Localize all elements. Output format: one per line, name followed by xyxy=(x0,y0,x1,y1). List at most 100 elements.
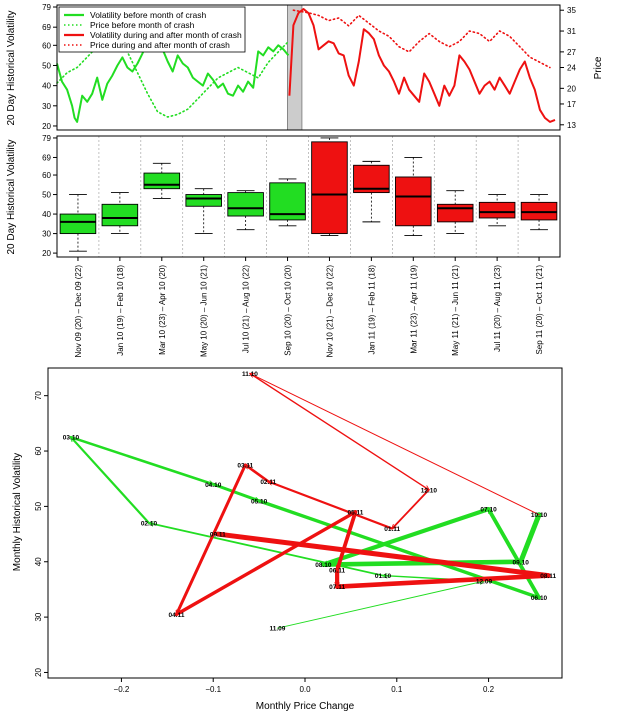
arrow-0-9 xyxy=(321,562,523,567)
arrow-0-5 xyxy=(211,482,261,503)
box-body-6 xyxy=(311,141,348,235)
point-label-7: 06.10 xyxy=(531,595,548,602)
boxplot-xtick-label-11: Sep 11 (20) – Oct 11 (21) xyxy=(535,265,544,355)
point-label-4: 03.10 xyxy=(63,435,80,442)
legend-label-vol-after: Volatility during and after month of cra… xyxy=(90,30,242,40)
arrow-1-5 xyxy=(175,463,247,616)
y2tick-label-3: 24 xyxy=(567,64,576,73)
point-label-1: 12.09 xyxy=(476,579,493,586)
point-label-20: 07.11 xyxy=(329,584,345,591)
boxplot-xtick-label-6: Nov 10 (21) – Dec 10 (22) xyxy=(325,265,334,358)
point-label-5: 04.10 xyxy=(205,482,222,489)
boxplot-xtick-label-2: Mar 10 (23) – Apr 10 (20) xyxy=(158,265,167,355)
legend-label-price-before: Price before month of crash xyxy=(90,20,195,30)
y2tick-label-5: 31 xyxy=(567,27,576,36)
arrow-0-3 xyxy=(69,437,151,525)
box-body-3 xyxy=(185,194,222,207)
boxplot-panel: 20 30 40 50 60 69 79 Nov 09 (20) – Dec 09 (22)… xyxy=(6,134,561,358)
arrow-0-4 xyxy=(69,435,215,484)
point-label-19: 06.11 xyxy=(329,568,345,575)
box-body-0 xyxy=(59,213,97,235)
scatter-ytick-label-1: 30 xyxy=(34,612,43,621)
scatter-ytick-label-0: 20 xyxy=(34,667,43,676)
arrow-1-3 xyxy=(268,481,394,530)
ytick-label-4: 60 xyxy=(42,41,51,50)
line-chart-legend: Volatility before month of crash Price b… xyxy=(58,6,246,53)
point-label-22: 09.11 xyxy=(210,532,226,539)
scatter-ytick-label-4: 60 xyxy=(34,446,43,455)
scatter-xtick-label-3: 0.1 xyxy=(391,685,403,694)
ytick-label-1: 30 xyxy=(42,102,51,111)
box-body-9 xyxy=(436,203,474,223)
legend-label-vol-before: Volatility before month of crash xyxy=(90,10,207,20)
boxplot-xtick-label-5: Sep 10 (20) – Oct 10 (20) xyxy=(284,265,293,356)
boxplot-xtick-label-3: May 10 (20) – Jun 10 (21) xyxy=(200,265,209,357)
boxplot-xtick-label-1: Jan 10 (19) – Feb 10 (18) xyxy=(116,265,125,356)
box-body-1 xyxy=(101,203,139,227)
y2tick-label-1: 17 xyxy=(567,100,576,109)
arrow-1-1 xyxy=(249,372,429,490)
arrow-0-10 xyxy=(518,512,542,565)
point-label-13: 12.10 xyxy=(421,487,438,494)
boxplot-ytick-label-0: 20 xyxy=(42,249,51,258)
point-label-9: 08.10 xyxy=(315,562,332,569)
box-body-10 xyxy=(478,201,516,219)
point-label-6: 05.10 xyxy=(251,498,268,505)
arrow-1-0 xyxy=(250,374,540,516)
ytick-label-0: 20 xyxy=(42,122,51,131)
arrow-1-6 xyxy=(174,510,358,617)
point-label-0: 11.09 xyxy=(270,626,286,633)
ytick-label-6: 79 xyxy=(42,3,51,12)
legend-label-price-after: Price during and after month of crash xyxy=(90,40,230,50)
point-label-10: 09.10 xyxy=(513,559,530,566)
arrow-1-2 xyxy=(392,488,430,529)
point-label-17: 04.11 xyxy=(169,612,185,619)
scatter-frame xyxy=(47,367,563,679)
box-body-8 xyxy=(395,176,432,227)
arrow-1-4 xyxy=(244,463,270,483)
box-body-2 xyxy=(143,172,181,190)
box-body-4 xyxy=(227,192,264,217)
point-label-12: 11.10 xyxy=(242,371,258,378)
point-label-2: 01.10 xyxy=(375,573,392,580)
ytick-label-2: 40 xyxy=(42,82,51,91)
series-line-0 xyxy=(56,34,290,123)
scatter-panel: 11.09 12.09 01.10 02.10 03.10 04.10 05.10 06.10… xyxy=(12,367,563,712)
series-line-3 xyxy=(292,9,551,69)
arrow-1-7 xyxy=(335,510,358,572)
boxplot-ylabel: 20 Day Historical Volatility xyxy=(6,139,17,254)
legend-box xyxy=(58,6,246,53)
arrow-0-8 xyxy=(321,507,491,567)
boxplot-xtick-label-10: Jul 11 (20) – Aug 11 (23) xyxy=(493,265,502,352)
boxplot-ytick-label-6: 79 xyxy=(42,134,51,143)
boxplot-xtick-label-4: Jul 10 (21) – Aug 10 (22) xyxy=(242,265,251,353)
line-chart-ylabel: 20 Day Historical Volatility xyxy=(6,10,17,125)
ytick-label-3: 50 xyxy=(42,61,51,70)
y2tick-label-4: 27 xyxy=(567,48,576,57)
scatter-xtick-label-1: −0.1 xyxy=(205,685,221,694)
arrow-0-6 xyxy=(257,499,541,600)
boxplot-ytick-label-5: 69 xyxy=(42,153,51,162)
arrow-0-2 xyxy=(149,523,384,577)
scatter-xtick-label-2: 0.0 xyxy=(299,685,311,694)
boxplot-xtick-label-8: Mar 11 (23) – Apr 11 (19) xyxy=(409,265,418,354)
scatter-ylabel: Monthly Historical Volatility xyxy=(12,453,23,571)
line-chart-y2label: Price xyxy=(593,56,604,79)
point-label-3: 02.10 xyxy=(141,521,158,528)
boxplot-ytick-label-1: 30 xyxy=(42,230,51,239)
arrow-1-9 xyxy=(334,576,551,589)
point-label-14: 01.11 xyxy=(384,526,400,533)
ytick-label-5: 69 xyxy=(42,23,51,32)
arrow-1-10 xyxy=(215,531,551,579)
arrow-0-7 xyxy=(486,507,541,600)
series-line-2 xyxy=(288,8,556,123)
point-label-11: 10.10 xyxy=(531,512,548,519)
boxplot-xtick-label-0: Nov 09 (20) – Dec 09 (22) xyxy=(74,265,83,358)
line-chart-panel: 20 30 40 50 60 69 79 13 17 20 24 27 31 35 20 Day His… xyxy=(6,3,604,131)
boxplot-xtick-label-7: Jan 11 (19) – Feb 11 (18) xyxy=(367,265,376,355)
scatter-xtick-label-4: 0.2 xyxy=(483,685,495,694)
y2tick-label-6: 35 xyxy=(567,6,576,15)
point-label-21: 08.11 xyxy=(540,573,556,580)
point-label-16: 03.11 xyxy=(237,462,253,469)
